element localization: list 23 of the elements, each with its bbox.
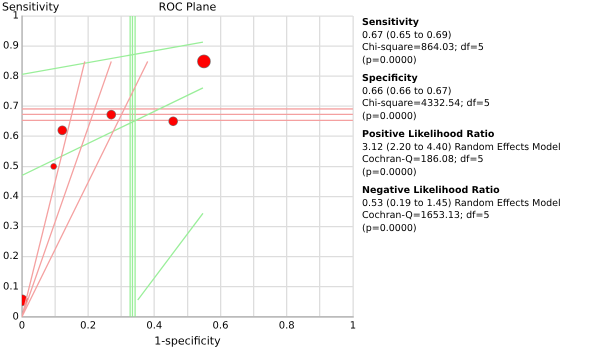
x-tick-label: 0.8 — [278, 320, 295, 332]
y-tick-label: 0.6 — [2, 130, 19, 142]
y-tick-label: 0.4 — [2, 191, 19, 202]
y-tick-label: 1 — [12, 10, 19, 22]
y-tick-label: 0.1 — [2, 281, 19, 292]
y-tick-label: 0.7 — [2, 100, 19, 112]
y-tick-label: 0.2 — [2, 251, 19, 262]
x-tick-label: 0.4 — [146, 320, 162, 332]
text: Positive Likelihood Ratio 3.12 (2.20 to 4.40) Random Effects Model Cochran-Q=186.08; df=5 (p=0.0000) — [362, 129, 561, 179]
y-tick-label: 0.9 — [2, 40, 19, 52]
x-axis-title: 1-specificity — [154, 334, 222, 348]
y-tick-label: 0.5 — [2, 160, 19, 172]
y-tick-label: 0.3 — [2, 221, 19, 232]
x-tick-label: 1 — [350, 320, 356, 332]
y-tick-label: 0.8 — [2, 70, 19, 82]
text: Specificity 0.66 (0.66 to 0.67) Chi-square=4332.54; df=5 (p=0.0000) — [362, 73, 491, 123]
text: Sensitivity 0.67 (0.65 to 0.69) Chi-square=864.03; df=5 (p=0.0000) — [362, 17, 485, 67]
x-tick-label: 0.6 — [212, 320, 228, 332]
x-tick-label: 0.2 — [80, 320, 96, 332]
chart-title: ROC Plane — [158, 0, 216, 14]
y-tick-label: 0 — [12, 311, 19, 322]
y-axis-title: Sensitivity — [2, 0, 60, 14]
text: Negative Likelihood Ratio 0.53 (0.19 to 1.45) Random Effects Model Cochran-Q=1653.13; df=5 (p=0.0000) — [362, 185, 561, 235]
